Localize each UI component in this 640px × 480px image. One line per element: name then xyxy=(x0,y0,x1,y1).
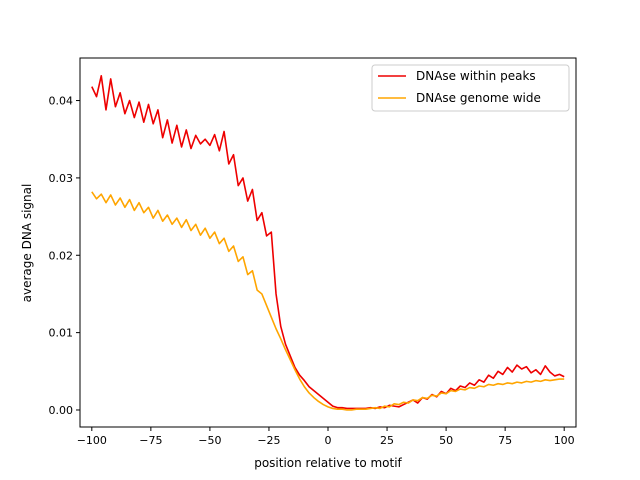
y-axis-label: average DNA signal xyxy=(20,184,34,303)
y-axis-ticks: 0.00 0.01 0.02 0.03 0.04 xyxy=(49,95,80,417)
series-line-1 xyxy=(91,74,565,410)
x-tick-label: −50 xyxy=(198,434,221,447)
x-tick-label: 75 xyxy=(498,434,512,447)
x-tick-label: −75 xyxy=(139,434,162,447)
x-tick-label: −25 xyxy=(257,434,280,447)
x-axis-label: position relative to motif xyxy=(254,456,402,470)
x-tick-label: 100 xyxy=(554,434,575,447)
legend-entry: DNAse genome wide xyxy=(416,91,541,105)
x-tick-label: −100 xyxy=(77,434,107,447)
x-tick-label: 0 xyxy=(325,434,332,447)
x-tick-label: 25 xyxy=(380,434,394,447)
x-tick-label: 50 xyxy=(439,434,453,447)
legend-entry: DNAse within peaks xyxy=(416,69,536,83)
y-tick-label: 0.02 xyxy=(49,249,74,262)
legend: DNAse within peaks DNAse genome wide xyxy=(371,64,570,112)
x-axis-ticks: −100 −75 −50 −25 0 25 50 75 100 xyxy=(77,427,575,447)
series-line-2 xyxy=(91,191,565,411)
y-tick-label: 0.03 xyxy=(49,172,74,185)
y-tick-label: 0.00 xyxy=(49,404,74,417)
legend-box xyxy=(371,64,570,112)
y-tick-label: 0.01 xyxy=(49,327,74,340)
series-layer xyxy=(91,74,565,411)
y-tick-label: 0.04 xyxy=(49,95,74,108)
